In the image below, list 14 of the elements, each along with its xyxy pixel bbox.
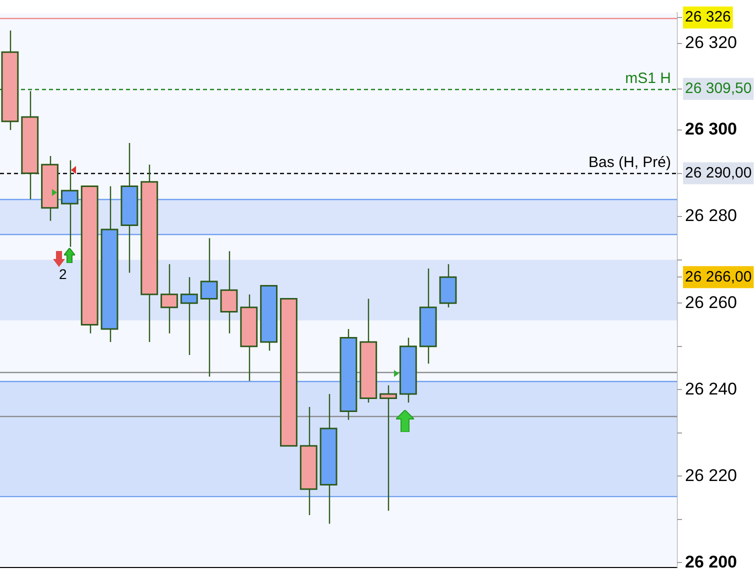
ref-line-label: Bas (H, Pré) — [588, 154, 672, 172]
y-tick-label: 26 326 — [685, 8, 731, 26]
annotation: 2 — [59, 266, 67, 282]
y-tick-label: 26 300 — [685, 120, 737, 139]
y-tick-label: 26 260 — [685, 292, 737, 312]
y-tick-label: 26 320 — [685, 33, 737, 52]
y-tick-label: 26 240 — [685, 379, 737, 398]
ref-line-label: mS1 H — [625, 70, 671, 88]
y-tick-label: 26 309,50 — [685, 80, 752, 98]
y-tick-label: 26 220 — [685, 466, 737, 485]
y-tick-label: 26 266,00 — [685, 268, 752, 286]
y-tick-label: 26 200 — [685, 552, 737, 572]
y-tick-label: 26 280 — [685, 206, 737, 226]
y-tick-label: 26 290,00 — [685, 164, 752, 182]
